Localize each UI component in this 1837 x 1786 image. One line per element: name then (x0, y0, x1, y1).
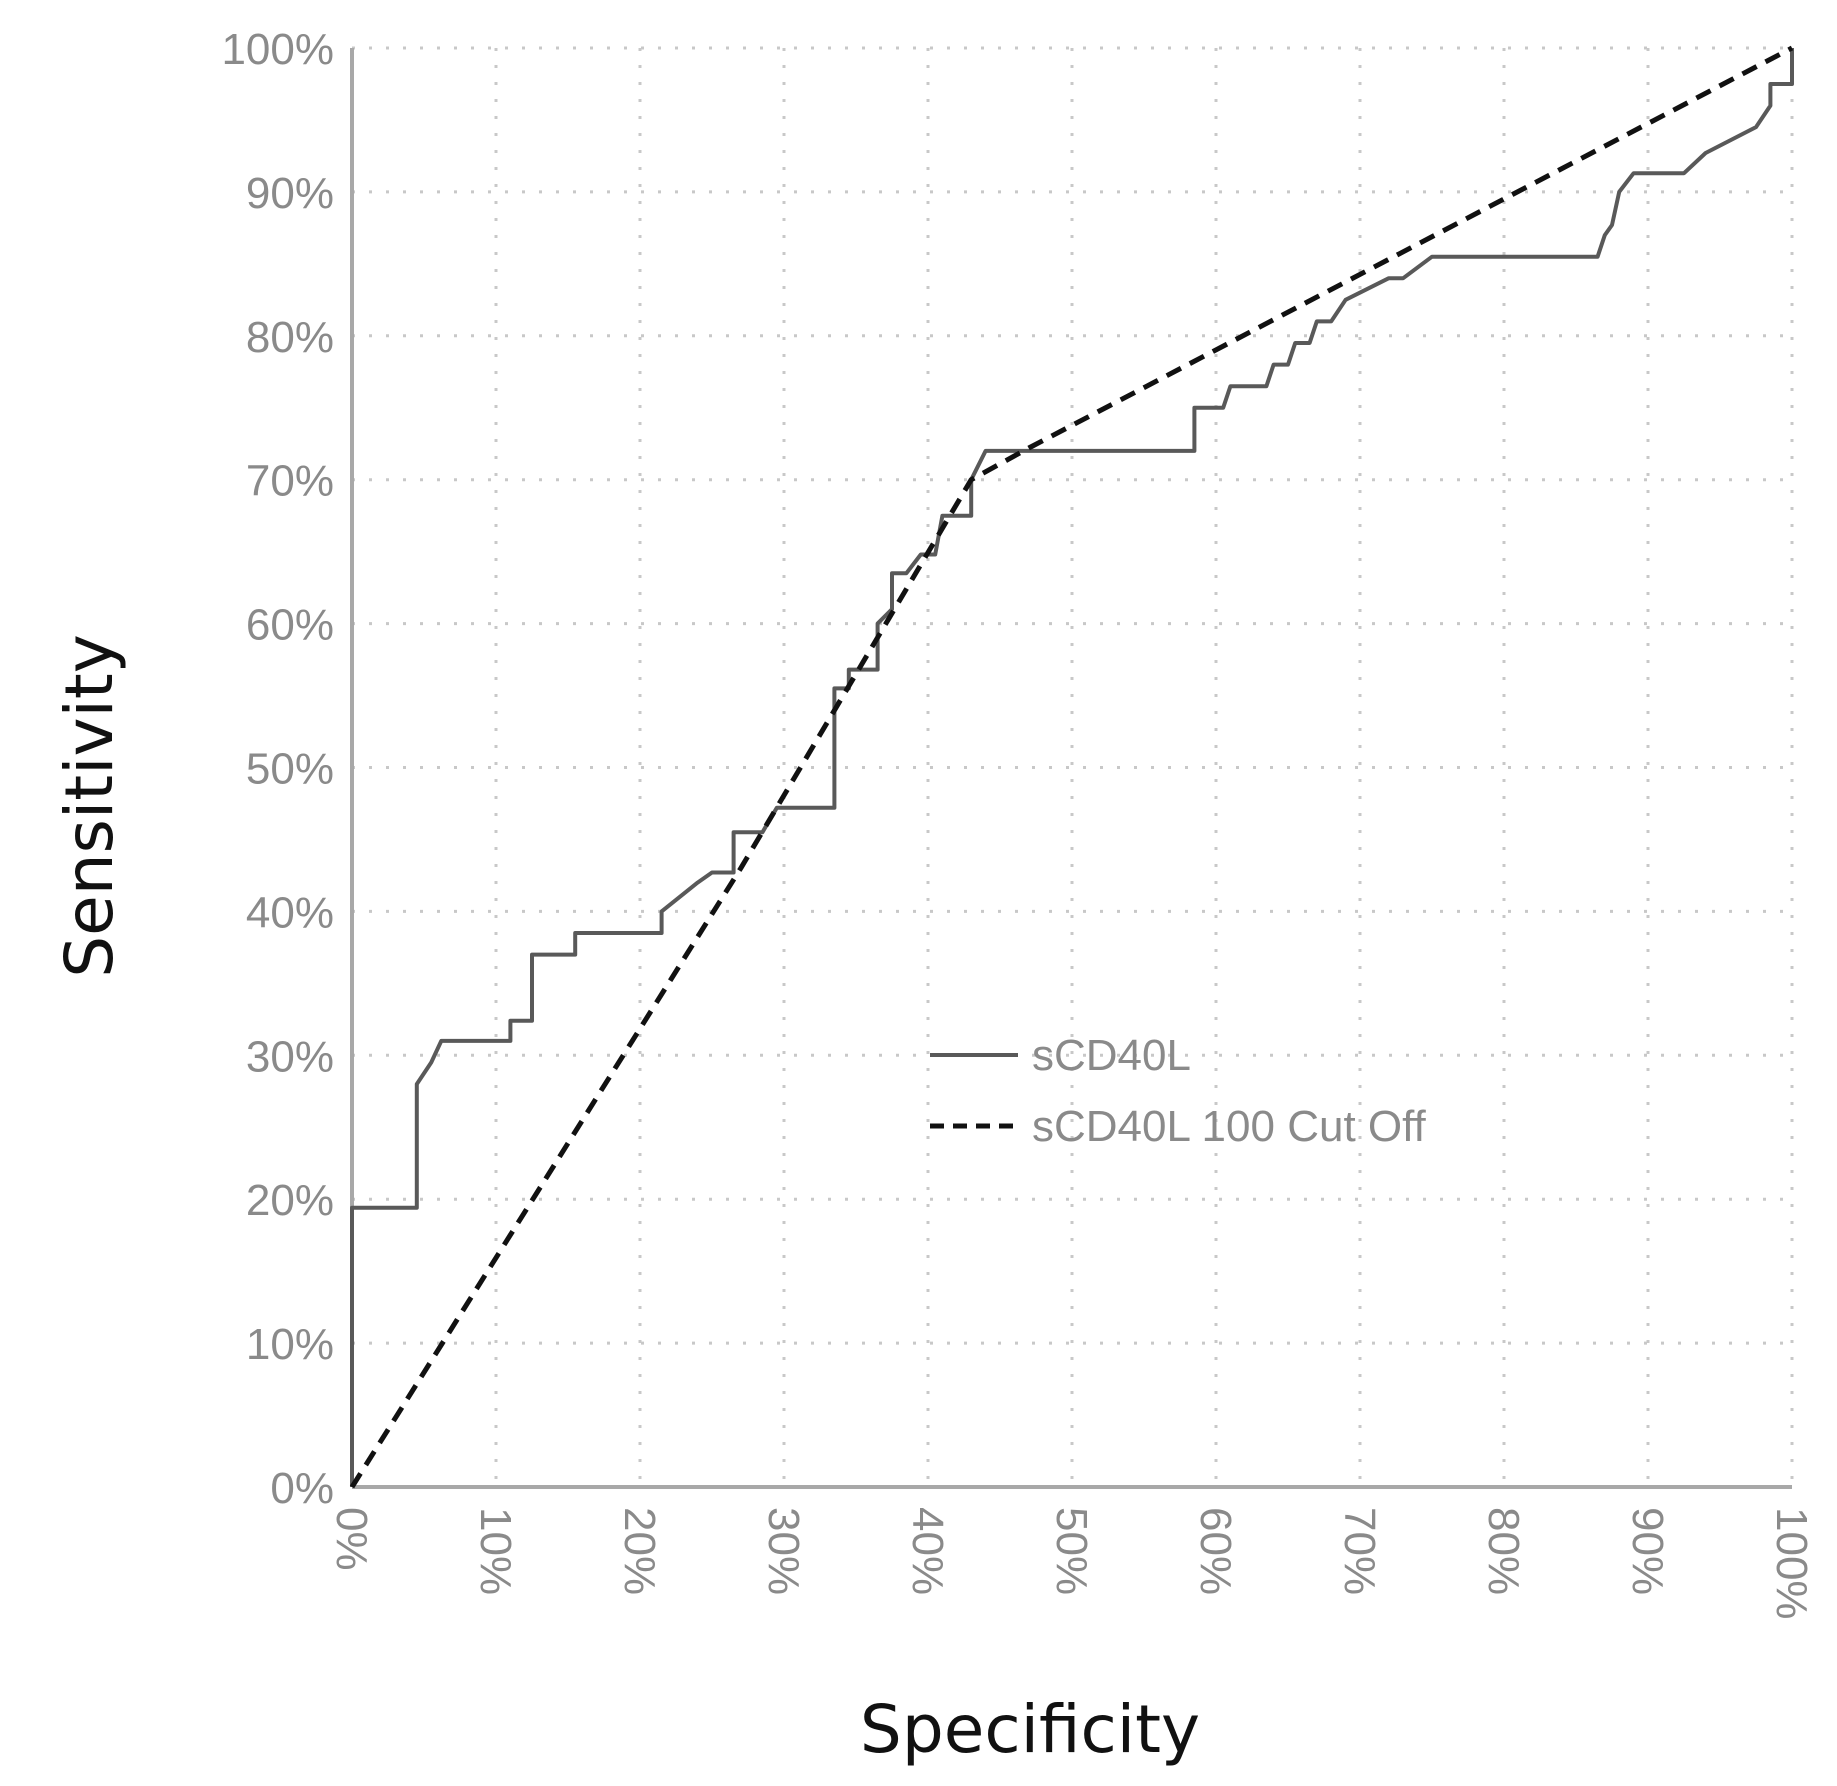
legend: sCD40L sCD40L 100 Cut Off (930, 1031, 1427, 1151)
x-tick-label: 80% (1479, 1507, 1528, 1595)
x-tick-label: 60% (1191, 1507, 1240, 1595)
y-tick-labels: 0% 10% 20% 30% 40% 50% 60% 70% 80% 90% 100% (221, 25, 334, 1513)
y-tick-label: 40% (246, 888, 334, 937)
x-tick-label: 50% (1047, 1507, 1096, 1595)
y-tick-label: 0% (270, 1464, 334, 1513)
y-tick-label: 20% (246, 1176, 334, 1225)
y-axis-title: Sensitivity (51, 634, 128, 978)
y-tick-label: 10% (246, 1320, 334, 1369)
x-tick-label: 100% (1767, 1507, 1816, 1620)
x-tick-label: 30% (759, 1507, 808, 1595)
x-tick-labels: 0% 10% 20% 30% 40% 50% 60% 70% 80% 90% 100% (327, 1507, 1816, 1620)
x-axis-title: Specificity (860, 1691, 1200, 1768)
y-tick-label: 80% (246, 313, 334, 362)
series (349, 45, 1794, 1489)
y-tick-label: 60% (246, 601, 334, 650)
y-tick-label: 90% (246, 169, 334, 218)
y-tick-label: 70% (246, 457, 334, 506)
legend-label-cutoff: sCD40L 100 Cut Off (1032, 1102, 1427, 1151)
y-tick-label: 30% (246, 1032, 334, 1081)
x-tick-label: 40% (903, 1507, 952, 1595)
x-tick-label: 70% (1335, 1507, 1384, 1595)
gridlines (352, 46, 1794, 1487)
legend-label-scd40l: sCD40L (1032, 1031, 1191, 1080)
y-tick-label: 50% (246, 745, 334, 794)
x-tick-label: 20% (615, 1507, 664, 1595)
series-line-cutoff (349, 45, 1794, 1489)
y-tick-label: 100% (221, 25, 334, 74)
x-tick-label: 0% (327, 1507, 376, 1571)
x-tick-label: 10% (471, 1507, 520, 1595)
x-tick-label: 90% (1623, 1507, 1672, 1595)
